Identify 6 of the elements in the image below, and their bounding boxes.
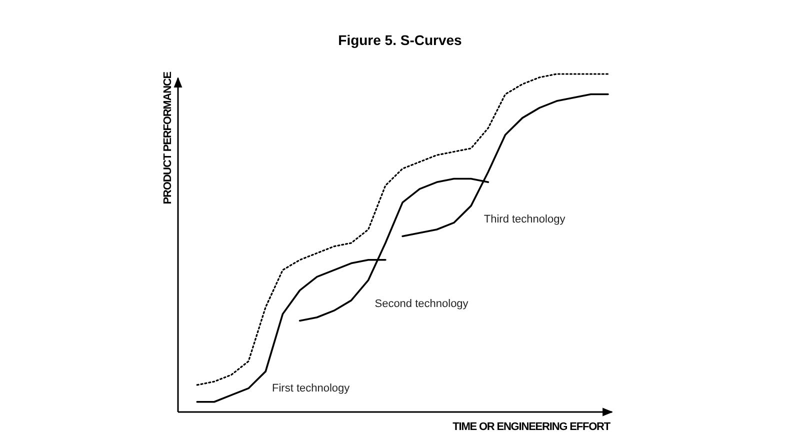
series-label: Second technology (374, 298, 469, 310)
chart-title: Figure 5. S-Curves (338, 32, 462, 48)
series-label: First technology (272, 382, 350, 395)
y-axis-title: PRODUCT PERFORMANCE (162, 72, 174, 204)
x-axis-title: TIME OR ENGINEERING EFFORT (452, 421, 611, 433)
series-label: Third technology (484, 214, 566, 226)
